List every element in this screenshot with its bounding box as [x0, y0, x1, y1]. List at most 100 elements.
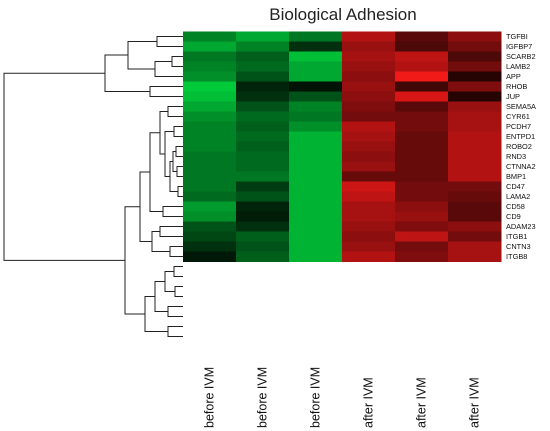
row-label: ITGB1: [506, 232, 527, 241]
heatmap-cell: [448, 71, 502, 82]
row-label: CD58: [506, 202, 525, 211]
heatmap-cell: [448, 161, 502, 172]
heatmap-cell: [183, 41, 237, 52]
heatmap-cell: [342, 201, 396, 212]
heatmap-cell: [342, 101, 396, 112]
heatmap-cell: [289, 161, 343, 172]
heatmap-cell: [395, 181, 449, 192]
heatmap-cell: [236, 91, 290, 102]
heatmap-cell: [342, 171, 396, 182]
heatmap-cell: [289, 191, 343, 202]
heatmap-cell: [395, 101, 449, 112]
row-label: IGFBP7: [506, 42, 532, 51]
heatmap-cell: [342, 221, 396, 232]
row-label: ADAM23: [506, 222, 536, 231]
heatmap-cell: [342, 141, 396, 152]
heatmap-cell: [342, 41, 396, 52]
heatmap-cell: [448, 121, 502, 132]
heatmap-cell: [395, 171, 449, 182]
heatmap-cell: [395, 221, 449, 232]
heatmap-cell: [183, 131, 237, 142]
heatmap-cell: [395, 91, 449, 102]
heatmap-cell: [448, 41, 502, 52]
heatmap-cell: [236, 191, 290, 202]
heatmap-cell: [183, 61, 237, 72]
heatmap-cell: [183, 191, 237, 202]
heatmap-cell: [395, 241, 449, 252]
row-label: PCDH7: [506, 122, 531, 131]
heatmap-cell: [448, 51, 502, 62]
heatmap-cell: [342, 211, 396, 222]
heatmap-cell: [236, 81, 290, 92]
row-label: RND3: [506, 152, 526, 161]
heatmap-cell: [183, 141, 237, 152]
heatmap-cell: [183, 151, 237, 162]
heatmap-cell: [395, 31, 449, 42]
heatmap-cell: [448, 201, 502, 212]
heatmap-cell: [395, 61, 449, 72]
row-label: TGFBI: [506, 32, 528, 41]
row-label: ITGB8: [506, 252, 527, 261]
heatmap-cell: [183, 201, 237, 212]
heatmap-cell: [342, 151, 396, 162]
heatmap-cell: [395, 161, 449, 172]
heatmap-cell: [289, 41, 343, 52]
heatmap-cell: [448, 141, 502, 152]
heatmap-cell: [342, 111, 396, 122]
heatmap-cell: [342, 161, 396, 172]
heatmap-cell: [448, 61, 502, 72]
heatmap-cell: [342, 81, 396, 92]
column-label: before IVM: [203, 367, 217, 428]
heatmap-cell: [342, 251, 396, 262]
heatmap-cell: [395, 41, 449, 52]
heatmap-cell: [183, 181, 237, 192]
column-label: after IVM: [415, 377, 429, 428]
heatmap-cell: [395, 81, 449, 92]
heatmap-cell: [183, 211, 237, 222]
heatmap-cell: [289, 251, 343, 262]
heatmap-cell: [236, 181, 290, 192]
heatmap-cell: [342, 71, 396, 82]
row-label: ROBO2: [506, 142, 532, 151]
heatmap-cell: [342, 61, 396, 72]
row-label: SEMA5A: [506, 102, 536, 111]
heatmap-cell: [289, 101, 343, 112]
heatmap-cell: [289, 111, 343, 122]
heatmap-cell: [289, 51, 343, 62]
heatmap-cell: [448, 31, 502, 42]
heatmap-cell: [448, 91, 502, 102]
row-label: RHOB: [506, 82, 527, 91]
row-label: CNTN3: [506, 242, 531, 251]
heatmap-cell: [448, 191, 502, 202]
heatmap-cell: [236, 171, 290, 182]
heatmap-cell: [395, 201, 449, 212]
heatmap-cell: [183, 171, 237, 182]
heatmap-cell: [236, 111, 290, 122]
heatmap-cell: [289, 91, 343, 102]
heatmap-cell: [183, 71, 237, 82]
row-label: CD9: [506, 212, 521, 221]
heatmap-cell: [236, 41, 290, 52]
heatmap-cell: [342, 31, 396, 42]
heatmap-cell: [236, 51, 290, 62]
heatmap-cell: [448, 241, 502, 252]
column-label: before IVM: [309, 367, 323, 428]
heatmap-cell: [448, 111, 502, 122]
heatmap-cell: [395, 211, 449, 222]
heatmap-cell: [448, 231, 502, 242]
column-labels: before IVM before IVM before IVM after IVM a…: [203, 367, 482, 428]
heatmap-cell: [395, 131, 449, 142]
heatmap-cell: [236, 241, 290, 252]
row-label: CYR61: [506, 112, 530, 121]
heatmap-cell: [289, 141, 343, 152]
heatmap-cell: [183, 161, 237, 172]
heatmap-cell: [448, 211, 502, 222]
heatmap-cell: [342, 91, 396, 102]
heatmap-cell: [448, 101, 502, 112]
heatmap-cell: [236, 141, 290, 152]
heatmap-cell: [289, 221, 343, 232]
heatmap-cell: [448, 171, 502, 182]
heatmap-cell: [395, 121, 449, 132]
heatmap-cell: [183, 51, 237, 62]
column-label: after IVM: [362, 377, 376, 428]
